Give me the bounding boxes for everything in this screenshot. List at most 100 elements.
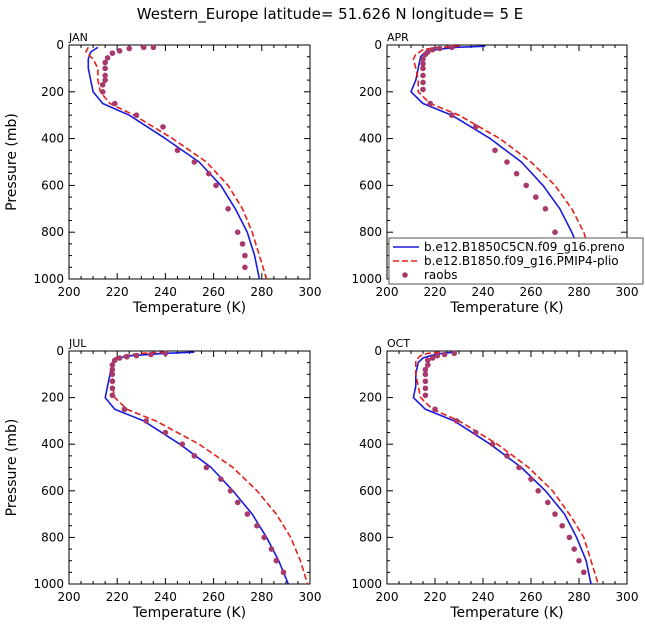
raobs-point <box>111 357 118 364</box>
panel-label: APR <box>387 31 409 44</box>
raobs-point <box>473 124 479 130</box>
raobs-point <box>542 206 549 212</box>
raobs-point <box>205 170 212 177</box>
raobs-point <box>420 86 426 93</box>
y-tick-label: 800 <box>359 530 382 544</box>
raobs-point <box>109 366 116 373</box>
raobs-point <box>552 511 558 517</box>
raobs-point <box>109 50 116 56</box>
raobs-point <box>513 170 520 177</box>
panels: JAN 200 220 240 260 280 300 0 200 400 600 800 1000 Te… <box>4 31 638 621</box>
raobs-point <box>492 147 498 154</box>
raobs-point <box>143 418 149 424</box>
raobs-point <box>420 72 426 79</box>
raobs-point <box>102 59 108 66</box>
y-tick-label: 0 <box>374 344 382 358</box>
raobs-point <box>451 350 458 357</box>
series-line-preno <box>412 351 592 585</box>
x-axis-title: Temperature (K) <box>449 300 563 316</box>
x-tick-label: 280 <box>250 590 273 604</box>
series-line-plio <box>85 46 268 280</box>
series-line-preno <box>104 351 290 585</box>
raobs-point <box>422 51 429 58</box>
series-line-preno <box>87 46 261 280</box>
panel-label: JUL <box>68 337 87 350</box>
panel-jan: JAN 200 220 240 260 280 300 0 200 400 600 800 1000 Te… <box>4 31 321 316</box>
y-tick-label: 1000 <box>33 577 64 591</box>
series-raobs <box>109 350 287 576</box>
x-tick-label: 200 <box>376 590 399 604</box>
raobs-point <box>552 229 558 235</box>
raobs-point <box>109 378 116 385</box>
raobs-point <box>133 352 140 359</box>
legend-label: b.e12.B1850C5CN.f09_g16.preno <box>424 240 625 254</box>
x-tick-label: 280 <box>568 285 591 299</box>
x-axis-title: Temperature (K) <box>132 605 246 621</box>
legend-marker-raobs <box>402 272 408 278</box>
raobs-point <box>225 206 231 212</box>
raobs-point <box>244 511 251 517</box>
x-tick-label: 240 <box>472 590 495 604</box>
y-tick-label: 400 <box>359 437 382 451</box>
raobs-point <box>148 351 154 358</box>
raobs-point <box>261 534 268 541</box>
y-tick-label: 200 <box>41 391 64 405</box>
raobs-point <box>566 534 573 541</box>
raobs-point <box>427 100 434 107</box>
y-tick-label: 0 <box>56 344 64 358</box>
x-tick-label: 300 <box>299 285 322 299</box>
panel-oct: OCT 200 220 240 260 280 300 0 200 400 600 800 1000 Te… <box>351 337 638 621</box>
x-tick-label: 260 <box>520 285 543 299</box>
raobs-point <box>109 371 116 378</box>
raobs-point <box>420 56 426 62</box>
raobs-point <box>140 44 147 51</box>
raobs-point <box>162 429 169 436</box>
raobs-point <box>242 264 248 271</box>
raobs-point <box>504 453 510 459</box>
raobs-point <box>576 557 582 564</box>
x-axis-title: Temperature (K) <box>449 605 563 621</box>
raobs-point <box>581 569 587 576</box>
raobs-point <box>104 55 111 61</box>
raobs-point <box>121 406 128 413</box>
raobs-point <box>109 392 116 399</box>
x-tick-label: 200 <box>376 285 399 299</box>
x-tick-label: 280 <box>568 590 591 604</box>
x-tick-label: 260 <box>202 285 225 299</box>
raobs-point <box>102 72 108 79</box>
x-tick-label: 260 <box>520 590 543 604</box>
panel-label: JAN <box>68 31 88 44</box>
y-tick-label: 600 <box>41 178 64 192</box>
raobs-point <box>453 418 460 424</box>
y-tick-label: 400 <box>41 132 64 146</box>
raobs-point <box>116 355 123 361</box>
x-axis-title: Temperature (K) <box>132 300 246 316</box>
raobs-point <box>425 357 431 364</box>
x-tick-label: 220 <box>424 285 447 299</box>
y-tick-label: 600 <box>359 178 382 192</box>
y-axis-title: Pressure (mb) <box>4 419 20 517</box>
legend-label: b.e12.B1850.f09_g16.PMIP4-plio <box>424 254 619 268</box>
x-tick-label: 280 <box>250 285 273 299</box>
raobs-point <box>268 546 275 552</box>
raobs-point <box>432 406 438 413</box>
raobs-point <box>242 252 248 259</box>
raobs-point <box>533 194 539 200</box>
raobs-point <box>174 147 181 154</box>
plot-frame <box>386 350 628 585</box>
raobs-point <box>227 488 234 494</box>
raobs-point <box>422 378 429 385</box>
y-axis-title: Pressure (mb) <box>4 113 20 211</box>
raobs-point <box>133 112 140 118</box>
raobs-point <box>523 182 529 189</box>
raobs-point <box>516 464 522 471</box>
panel-apr: APR 200 220 240 260 280 300 0 200 400 600 800 1000 Te… <box>351 31 638 316</box>
raobs-point <box>99 81 106 88</box>
raobs-point <box>179 441 186 448</box>
raobs-point <box>437 45 443 52</box>
x-tick-label: 200 <box>58 285 81 299</box>
y-tick-label: 200 <box>41 85 64 99</box>
series-line-plio <box>111 351 309 585</box>
y-tick-label: 0 <box>374 38 382 52</box>
